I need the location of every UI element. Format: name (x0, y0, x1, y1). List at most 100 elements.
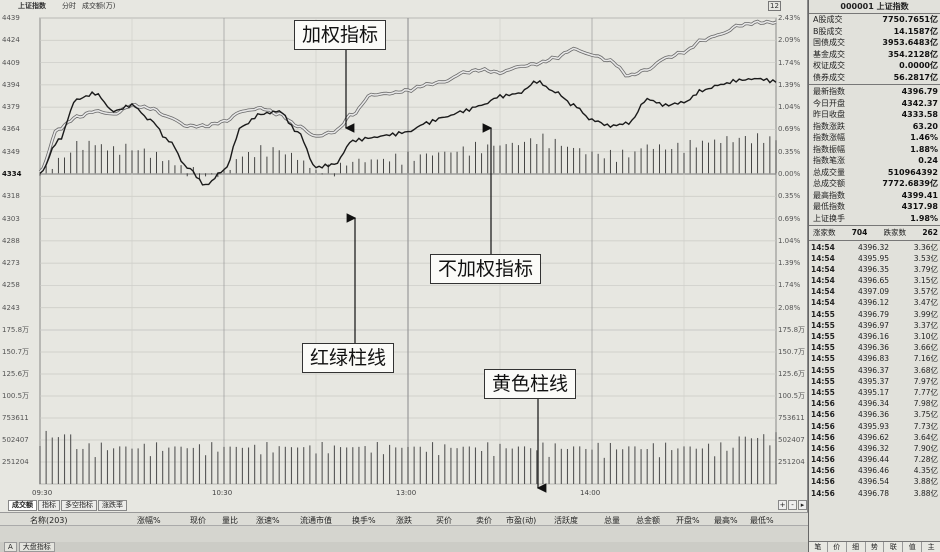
tick-time: 14:55 (811, 365, 835, 375)
tick-row[interactable]: 14:55 4396.79 3.99亿 (809, 309, 940, 320)
panel-view-button[interactable]: 值 (903, 542, 923, 552)
panel-bottom-buttons: 笔价细势联值主 (809, 541, 940, 552)
tab-long-short[interactable]: 多空指标 (61, 500, 97, 511)
scroll-right-button[interactable]: ▸ (798, 500, 807, 510)
tick-amount: 3.99亿 (913, 309, 938, 319)
tick-amount: 7.77亿 (913, 387, 938, 397)
column-header[interactable]: 涨幅% (137, 516, 161, 525)
tick-row[interactable]: 14:54 4396.12 3.47亿 (809, 297, 940, 308)
tab-a-shares[interactable]: A (4, 542, 17, 552)
stat-row: 最低指数 4317.98 (809, 201, 940, 213)
stat-value: 510964392 (887, 167, 938, 177)
stat-value: 63.20 (912, 121, 938, 131)
stat-row: 指数笔涨 0.24 (809, 155, 940, 167)
chart-mode-label[interactable]: 分时 (62, 2, 76, 10)
tick-price: 4396.62 (857, 432, 889, 442)
column-header[interactable]: 最高% (714, 516, 738, 525)
tick-amount: 3.36亿 (913, 242, 938, 252)
tick-row[interactable]: 14:56 4396.46 4.35亿 (809, 465, 940, 476)
tick-row[interactable]: 14:55 4396.16 3.10亿 (809, 331, 940, 342)
tick-row[interactable]: 14:54 4396.65 3.15亿 (809, 275, 940, 286)
tick-price: 4396.36 (857, 410, 889, 420)
column-header[interactable]: 涨速% (256, 516, 280, 525)
tab-turnover[interactable]: 成交额 (8, 500, 37, 511)
panel-view-button[interactable]: 势 (865, 542, 885, 552)
corner-badge[interactable]: 12 (768, 1, 781, 11)
column-header[interactable]: 流通市值 (300, 516, 332, 525)
panel-view-button[interactable]: 主 (922, 542, 940, 552)
price-tick: 4349 (2, 147, 20, 156)
percent-tick: 0.69% (778, 214, 801, 223)
volume-unit-label: 成交额(万) (82, 2, 116, 10)
column-header[interactable]: 市盈(动) (506, 516, 537, 525)
tab-market-indicators[interactable]: 大盘指标 (18, 542, 55, 552)
price-tick: 4439 (2, 14, 20, 22)
tick-time: 14:54 (811, 287, 835, 297)
tick-time: 14:56 (811, 421, 835, 431)
column-header[interactable]: 开盘% (676, 516, 700, 525)
column-header[interactable]: 总量 (604, 516, 620, 525)
volume-tick-right: 100.5万 (778, 392, 806, 400)
tick-row[interactable]: 14:55 4396.37 3.68亿 (809, 365, 940, 376)
tick-row[interactable]: 14:56 4396.54 3.88亿 (809, 476, 940, 487)
panel-title: 000001 上证指数 (809, 0, 940, 14)
column-header[interactable]: 名称(203) (30, 516, 68, 525)
column-header[interactable]: 活跃度 (554, 516, 578, 525)
chart-plot (38, 17, 777, 493)
tick-row[interactable]: 14:54 4396.32 3.36亿 (809, 242, 940, 253)
zoom-out-button[interactable]: - (788, 500, 797, 510)
column-header[interactable]: 涨跌 (396, 516, 412, 525)
tick-time: 14:56 (811, 477, 835, 487)
tick-row[interactable]: 14:56 4396.78 3.88亿 (809, 488, 940, 499)
tick-row[interactable]: 14:54 4396.35 3.79亿 (809, 264, 940, 275)
panel-view-button[interactable]: 价 (827, 542, 847, 552)
price-tick: 4424 (2, 36, 20, 45)
tick-row[interactable]: 14:56 4396.44 7.28亿 (809, 454, 940, 465)
panel-view-button[interactable]: 笔 (809, 542, 828, 552)
price-tick: 4364 (2, 125, 20, 134)
price-tick: 4288 (2, 236, 20, 245)
column-header[interactable]: 量比 (222, 516, 238, 525)
tick-price: 4396.79 (857, 309, 889, 319)
stat-row: 总成交额 7772.6839亿 (809, 178, 940, 190)
tab-indicator[interactable]: 指标 (38, 500, 60, 511)
index-name: 上证指数 (18, 2, 46, 10)
tick-price: 4396.32 (857, 443, 889, 453)
tick-row[interactable]: 14:56 4396.32 7.90亿 (809, 443, 940, 454)
stat-value: 1.98% (910, 213, 938, 223)
tick-row[interactable]: 14:55 4395.37 7.97亿 (809, 376, 940, 387)
panel-view-button[interactable]: 细 (846, 542, 866, 552)
column-header[interactable]: 现价 (190, 516, 206, 525)
tab-advance-decline[interactable]: 涨跌率 (98, 500, 127, 511)
column-header[interactable]: 最低% (750, 516, 774, 525)
tick-time: 14:54 (811, 264, 835, 274)
tick-list[interactable]: 14:54 4396.32 3.36亿 14:54 4395.95 3.53亿 14:54 4… (809, 242, 940, 499)
percent-tick: 1.39% (778, 259, 801, 268)
tick-row[interactable]: 14:55 4395.17 7.77亿 (809, 387, 940, 398)
callout-red-green-bars: 红绿柱线 (302, 343, 395, 373)
tick-row[interactable]: 14:55 4396.97 3.37亿 (809, 320, 940, 331)
column-header[interactable]: 换手% (352, 516, 376, 525)
tick-row[interactable]: 14:55 4396.36 3.66亿 (809, 342, 940, 353)
tick-row[interactable]: 14:56 4396.36 3.75亿 (809, 409, 940, 420)
panel-view-button[interactable]: 联 (884, 542, 904, 552)
tick-time: 14:55 (811, 387, 835, 397)
column-header[interactable]: 买价 (436, 516, 452, 525)
time-tick: 14:00 (580, 489, 601, 497)
tick-time: 14:54 (811, 242, 835, 252)
tick-row[interactable]: 14:56 4396.62 3.64亿 (809, 432, 940, 443)
tick-row[interactable]: 14:56 4395.93 7.73亿 (809, 421, 940, 432)
tick-row[interactable]: 14:56 4396.34 7.98亿 (809, 398, 940, 409)
column-header[interactable]: 总金额 (636, 516, 660, 525)
stock-list-header: 名称(203) 涨幅% 现价 量比 涨速% 流通市值 换手% 涨跌 买价 卖价 市盈(动) 活跃度 总量… (0, 512, 808, 526)
tick-row[interactable]: 14:55 4396.83 7.16亿 (809, 353, 940, 364)
percent-tick: 2.08% (778, 303, 801, 312)
tick-row[interactable]: 14:54 4397.09 3.57亿 (809, 286, 940, 297)
zoom-in-button[interactable]: + (778, 500, 787, 510)
tick-amount: 7.98亿 (913, 399, 938, 409)
callout-yellow-volume-bars: 黄色柱线 (484, 369, 577, 399)
tick-row[interactable]: 14:54 4395.95 3.53亿 (809, 253, 940, 264)
volume-tick: 753611 (2, 414, 29, 422)
column-header[interactable]: 卖价 (476, 516, 492, 525)
tick-price: 4396.44 (857, 455, 889, 465)
